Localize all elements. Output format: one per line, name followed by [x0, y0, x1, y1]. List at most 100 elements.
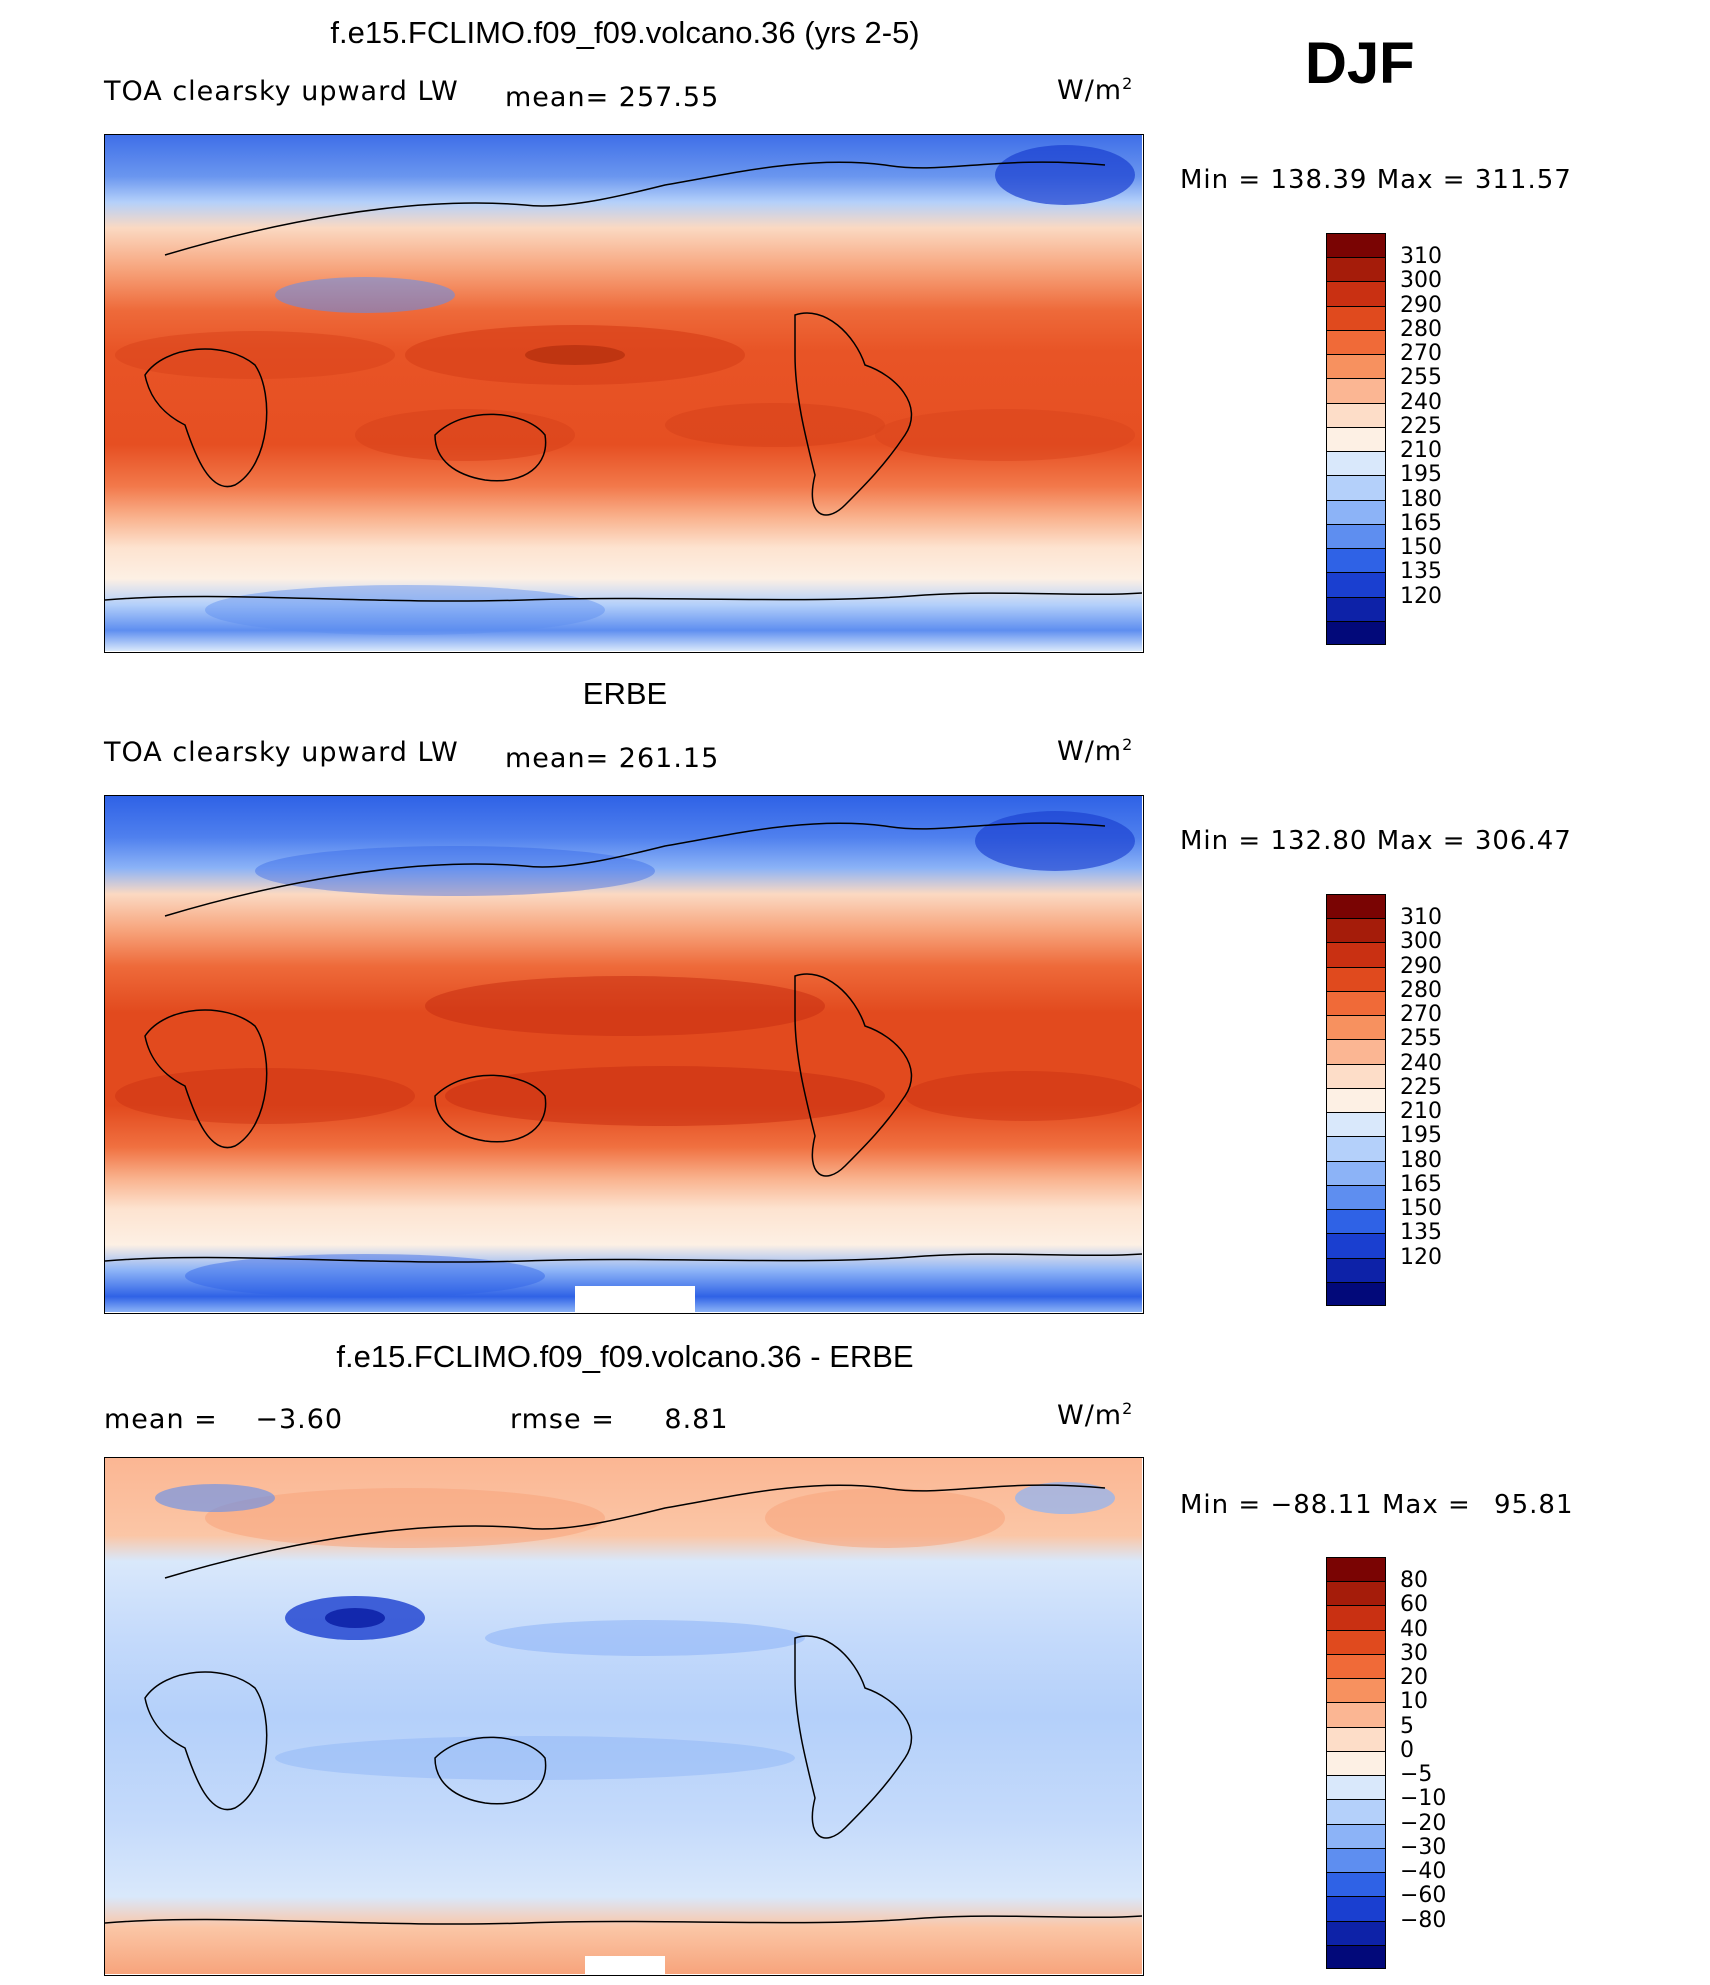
- colorbar-tick-label: 180: [1400, 486, 1442, 512]
- colorbar-tick-label: −30: [1400, 1834, 1447, 1860]
- colorbar-segment: [1327, 1800, 1385, 1825]
- colorbar-segment: [1327, 476, 1385, 501]
- colorbar-tick-label: 310: [1400, 905, 1442, 931]
- colorbar-boxes: [1326, 1557, 1386, 1969]
- panel-2-variable-label: TOA clearsky upward LW: [104, 737, 459, 768]
- panel-2-title: ERBE: [582, 676, 668, 711]
- panel-2-max-value: 306.47: [1474, 826, 1572, 856]
- colorbar-tick-label: 165: [1400, 510, 1442, 536]
- colorbar-segment: [1327, 621, 1385, 644]
- panel-1-units-sup: 2: [1122, 74, 1134, 93]
- panel-3-colorbar: 80 60 40 30 20 10 5 0 −5 −10 −20 −30 −40 −60 −80: [1326, 1557, 1446, 1969]
- colorbar-segment: [1327, 1137, 1385, 1162]
- colorbar-segment: [1327, 1824, 1385, 1849]
- colorbar-tick-label: −60: [1400, 1883, 1447, 1909]
- panel-1-units: W/m2: [1057, 74, 1133, 106]
- colorbar-segment: [1327, 1679, 1385, 1704]
- panel-3-min-value: −88.11: [1270, 1490, 1373, 1520]
- season-label: DJF: [1305, 31, 1415, 96]
- colorbar-segment: [1327, 919, 1385, 944]
- colorbar-segment: [1327, 597, 1385, 622]
- panel-1-units-base: W/m: [1057, 75, 1123, 106]
- panel-3-rmse-label: rmse =: [510, 1404, 615, 1435]
- colorbar-tick-label: 150: [1400, 535, 1442, 561]
- panel-3-units-sup: 2: [1122, 1399, 1134, 1418]
- panel-3-units: W/m2: [1057, 1399, 1133, 1431]
- colorbar-tick-label: 255: [1400, 1026, 1442, 1052]
- colorbar-tick-label: 180: [1400, 1147, 1442, 1173]
- colorbar-segment: [1327, 1185, 1385, 1211]
- colorbar-segment: [1327, 1161, 1385, 1186]
- colorbar-boxes: [1326, 233, 1386, 645]
- panel-3-rmse-value: 8.81: [664, 1404, 729, 1435]
- panel-3-max-value: 95.81: [1494, 1490, 1574, 1520]
- panel-3-max-label: Max: [1381, 1490, 1439, 1520]
- panel-3-mean-value: −3.60: [255, 1404, 344, 1435]
- colorbar-tick-label: 30: [1400, 1640, 1428, 1666]
- panel-3-minmax: Min = −88.11 Max = 95.81: [1180, 1490, 1574, 1520]
- colorbar-tick-label: 225: [1400, 1074, 1442, 1100]
- colorbar-segment: [1327, 1558, 1385, 1583]
- panel-2-map-svg: [105, 796, 1142, 1312]
- colorbar-segment: [1327, 379, 1385, 404]
- panel-2-units: W/m2: [1057, 735, 1133, 767]
- colorbar-tick-label: 165: [1400, 1171, 1442, 1197]
- colorbar-segment: [1327, 1703, 1385, 1728]
- colorbar-segment: [1327, 524, 1385, 550]
- colorbar-boxes: [1326, 894, 1386, 1306]
- colorbar-segment: [1327, 1258, 1385, 1283]
- colorbar-tick-label: −80: [1400, 1907, 1447, 1933]
- colorbar-tick-label: 225: [1400, 413, 1442, 439]
- panel-3-units-base: W/m: [1057, 1400, 1123, 1431]
- colorbar-tick-label: 195: [1400, 462, 1442, 488]
- panel-1-min-label: Min: [1180, 165, 1230, 195]
- colorbar-segment: [1327, 1113, 1385, 1138]
- colorbar-segment: [1327, 1776, 1385, 1801]
- colorbar-tick-label: 135: [1400, 559, 1442, 585]
- colorbar-tick-label: 210: [1400, 1099, 1442, 1125]
- panel-3-title: f.e15.FCLIMO.f09_f09.volcano.36 - ERBE: [336, 1339, 914, 1374]
- panel-2-max-label: Max: [1376, 826, 1434, 856]
- colorbar-tick-label: 150: [1400, 1196, 1442, 1222]
- colorbar-segment: [1327, 1630, 1385, 1655]
- colorbar-segment: [1327, 967, 1385, 992]
- colorbar-tick-label: 240: [1400, 1050, 1442, 1076]
- colorbar-tick-label: −5: [1400, 1762, 1433, 1788]
- panel-2-mean: mean= 261.15: [505, 743, 719, 774]
- colorbar-tick-label: 135: [1400, 1220, 1442, 1246]
- panel-3-mean: mean = −3.60: [104, 1404, 343, 1435]
- colorbar-tick-label: 300: [1400, 268, 1442, 294]
- colorbar-tick-label: 300: [1400, 929, 1442, 955]
- colorbar-segment: [1327, 549, 1385, 574]
- panel-3-map: [104, 1457, 1144, 1976]
- panel-1-max-value: 311.57: [1474, 165, 1572, 195]
- colorbar-segment: [1327, 1064, 1385, 1089]
- colorbar-tick-label: 280: [1400, 977, 1442, 1003]
- panel-1-mean: mean= 257.55: [505, 82, 719, 113]
- panel-3-mean-label: mean =: [104, 1404, 218, 1435]
- colorbar-segment: [1327, 1654, 1385, 1680]
- panel-3-min-label: Min: [1180, 1490, 1230, 1520]
- panel-1-max-label: Max: [1376, 165, 1434, 195]
- panel-3-rmse: rmse = 8.81: [510, 1404, 729, 1435]
- colorbar-tick-label: 290: [1400, 953, 1442, 979]
- colorbar-segment: [1327, 452, 1385, 477]
- panel-1-mean-label: mean=: [505, 82, 610, 113]
- panel-1-map-svg: [105, 135, 1142, 651]
- colorbar-tick-label: 195: [1400, 1123, 1442, 1149]
- panel-1-min-value: 138.39: [1270, 165, 1368, 195]
- colorbar-tick-label: −10: [1400, 1786, 1447, 1812]
- colorbar-tick-label: 270: [1400, 341, 1442, 367]
- colorbar-segment: [1327, 1848, 1385, 1874]
- panel-1-minmax: Min = 138.39 Max = 311.57: [1180, 165, 1572, 195]
- colorbar-tick-label: −20: [1400, 1810, 1447, 1836]
- panel-2-min-label: Min: [1180, 826, 1230, 856]
- colorbar-segment: [1327, 1945, 1385, 1968]
- colorbar-segment: [1327, 991, 1385, 1017]
- colorbar-segment: [1327, 500, 1385, 525]
- colorbar-segment: [1327, 1040, 1385, 1065]
- colorbar-segment: [1327, 1016, 1385, 1041]
- colorbar-segment: [1327, 1606, 1385, 1631]
- colorbar-segment: [1327, 1282, 1385, 1305]
- colorbar-tick-label: 120: [1400, 1244, 1442, 1270]
